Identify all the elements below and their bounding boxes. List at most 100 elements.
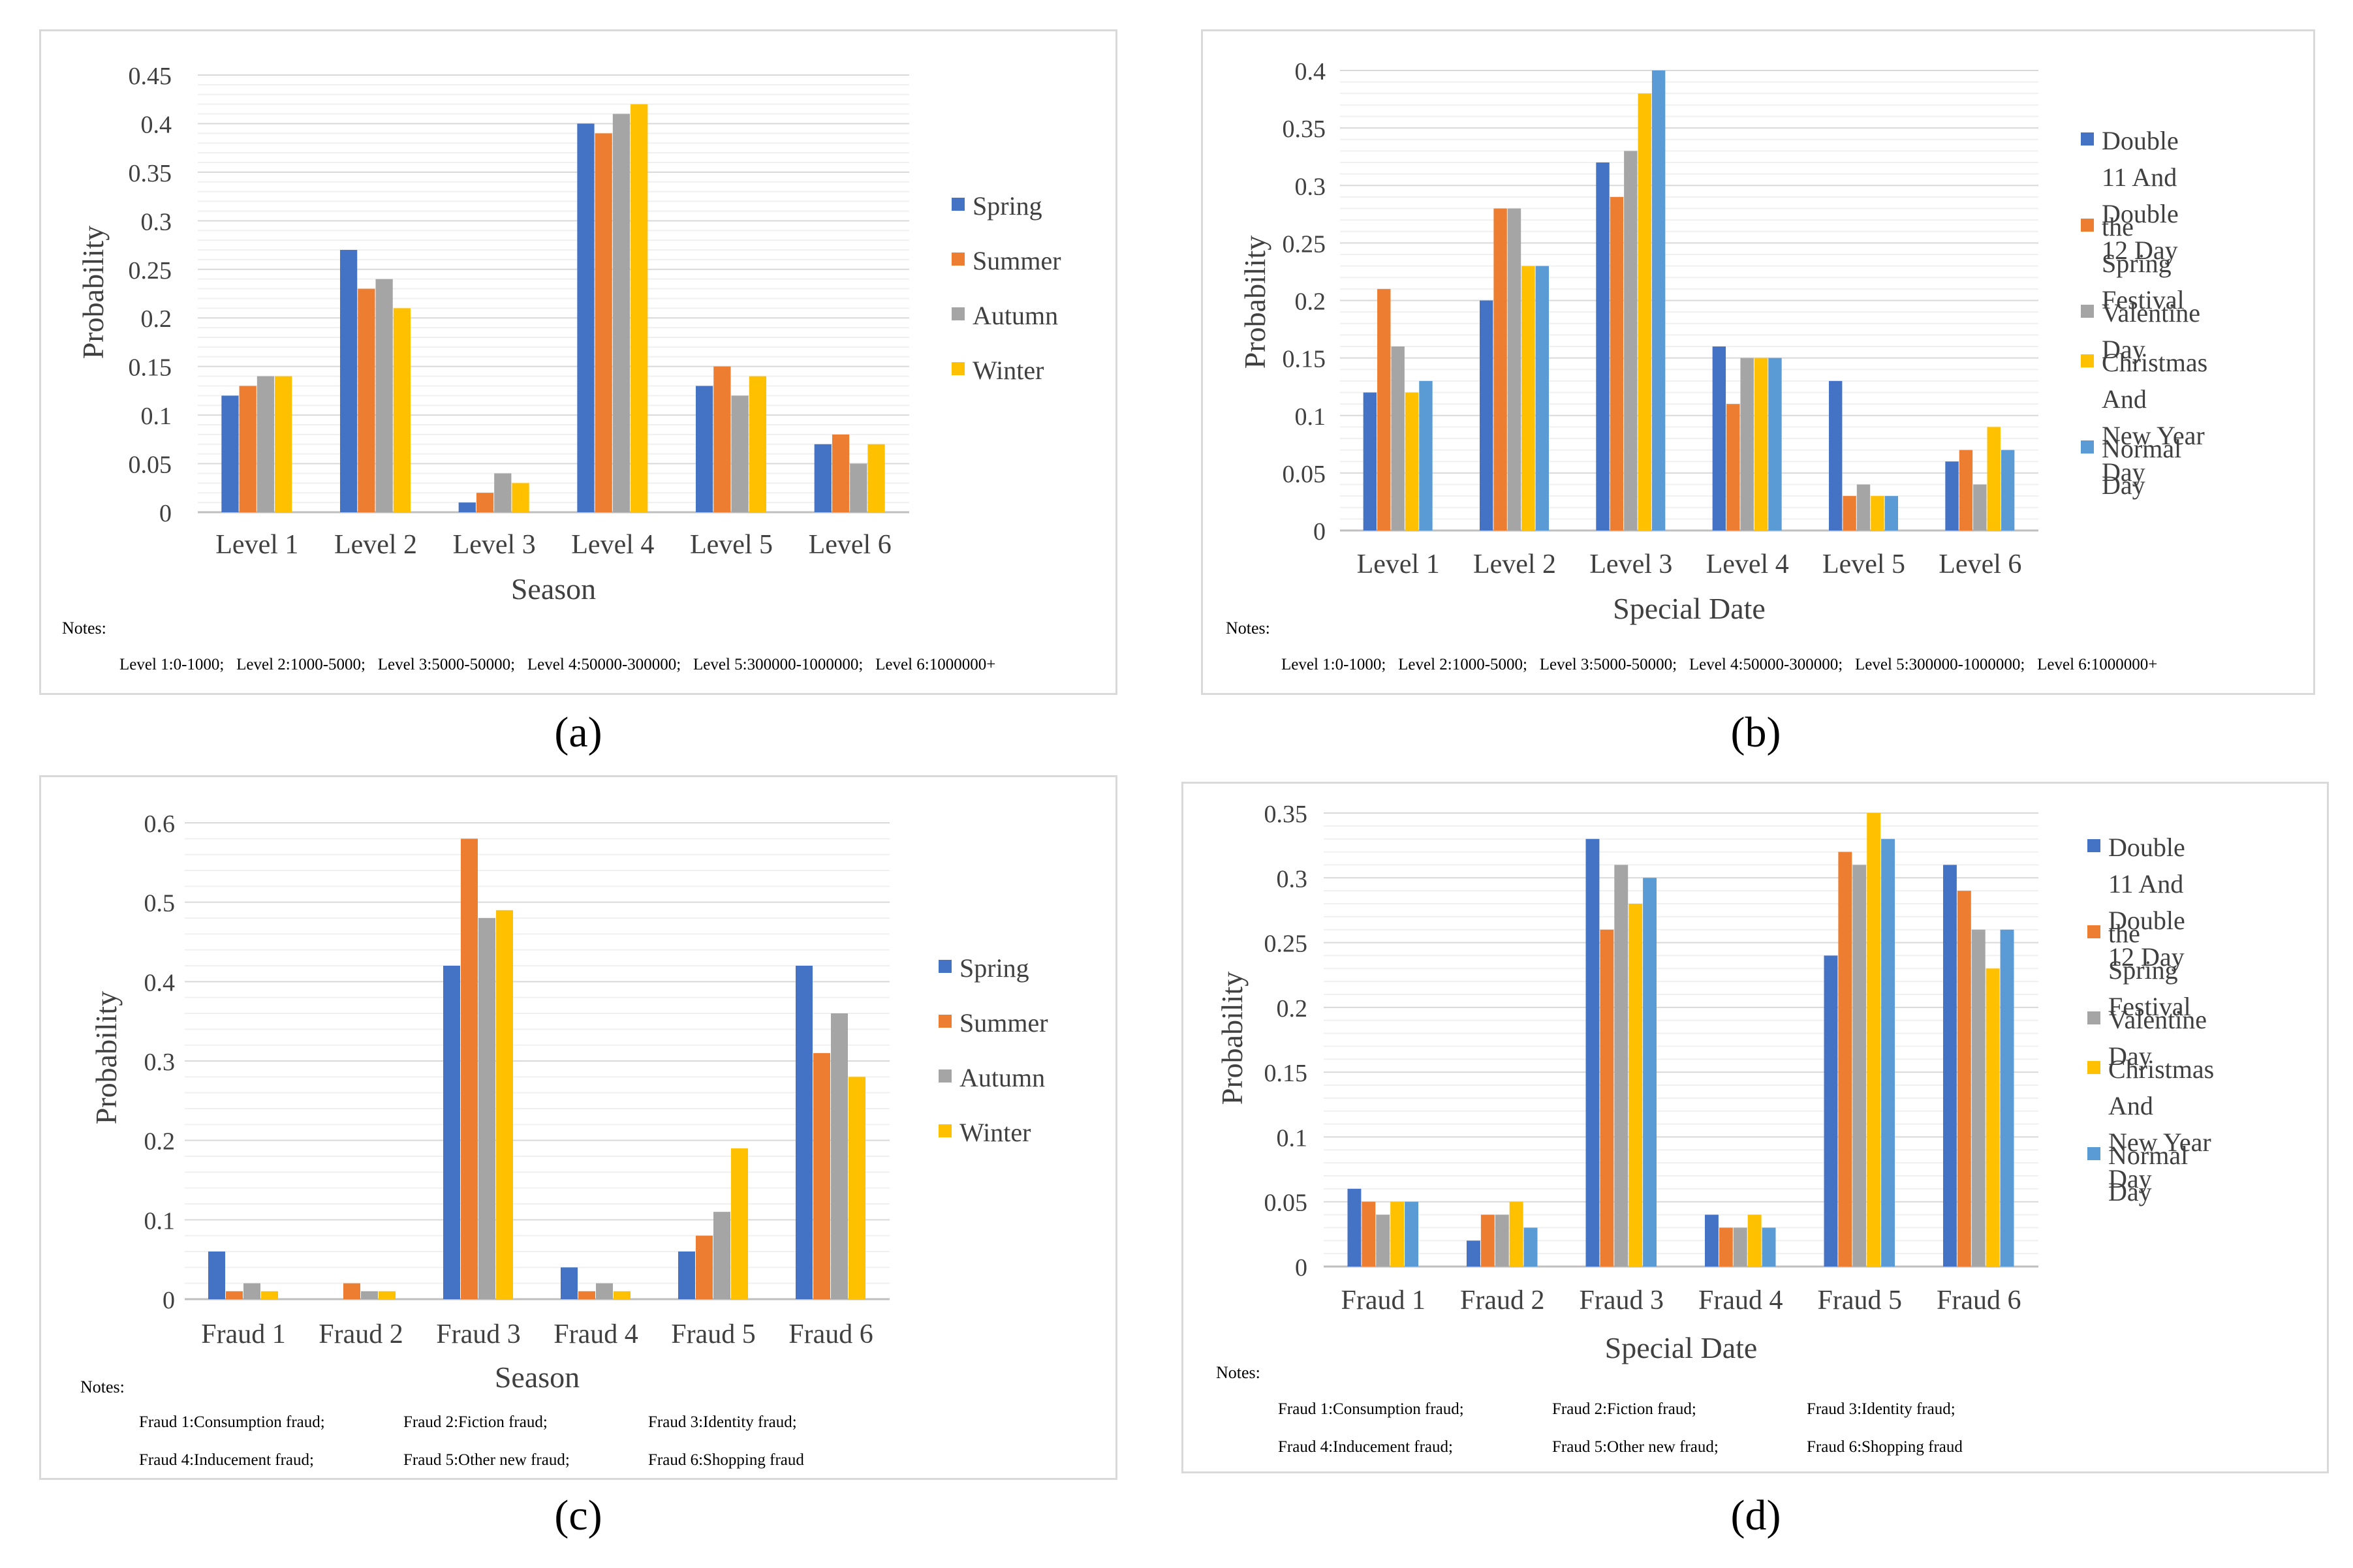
legend-swatch — [2081, 440, 2094, 453]
y-tick-label: 0 — [163, 1287, 175, 1314]
legend-label: Christmas And New Year Day — [2108, 1054, 2215, 1193]
legend-label: Summer — [973, 246, 1061, 275]
bar-b-2-1 — [1480, 300, 1493, 530]
bar-d-2-4 — [1509, 1201, 1523, 1267]
bar-d-5-3 — [1852, 865, 1867, 1267]
bar-c-5-4 — [731, 1148, 748, 1299]
notes-fraud-c-1a: Fraud 1:Consumption fraud; — [139, 1413, 325, 1431]
x-category-label: Level 3 — [1589, 549, 1672, 579]
bar-d-5-1 — [1824, 955, 1838, 1267]
notes-title-d: Notes: — [1216, 1363, 1260, 1382]
bar-b-5-3 — [1856, 484, 1871, 530]
panel-label-a: (a) — [554, 709, 602, 756]
legend-label: Spring — [959, 953, 1029, 983]
y-tick-label: 0.35 — [1283, 115, 1326, 143]
notes-title-c: Notes: — [80, 1377, 125, 1396]
bar-a-5-2 — [713, 366, 731, 512]
x-category-label: Level 2 — [1473, 549, 1556, 579]
notes-fraud-d-1a: Fraud 1:Consumption fraud; — [1278, 1400, 1464, 1418]
legend-item: Summer — [952, 243, 1061, 279]
bar-d-1-3 — [1376, 1214, 1390, 1267]
legend-item: Summer — [939, 1005, 1048, 1041]
bar-a-3-2 — [476, 493, 494, 512]
bar-a-6-3 — [850, 463, 867, 512]
notes-fraud-d-2b: Fraud 5:Other new fraud; — [1552, 1438, 1719, 1456]
y-tick-label: 0 — [159, 500, 172, 527]
bar-d-5-5 — [1881, 838, 1895, 1267]
bar-b-5-5 — [1884, 496, 1898, 530]
x-category-label: Level 3 — [453, 530, 536, 560]
y-axis-title: Probability — [76, 226, 110, 359]
bar-a-1-2 — [239, 386, 257, 512]
y-tick-label: 0.5 — [144, 890, 176, 917]
legend-item: the Spring Festival — [2087, 915, 2191, 1025]
bar-c-5-1 — [678, 1252, 695, 1299]
bar-c-4-2 — [578, 1291, 595, 1299]
y-tick-label: 0.25 — [1264, 930, 1308, 958]
bar-a-5-3 — [731, 395, 749, 512]
bar-a-2-3 — [375, 279, 393, 512]
notes-fraud-c-1c: Fraud 3:Identity fraud; — [648, 1413, 797, 1431]
bar-b-2-2 — [1493, 208, 1507, 530]
legend-label: Winter — [959, 1118, 1031, 1147]
legend-item: Normal Day — [2087, 1137, 2188, 1210]
x-category-label: Fraud 5 — [1818, 1285, 1903, 1315]
legend-item: the Spring Festival — [2081, 209, 2185, 318]
bar-c-1-3 — [243, 1283, 260, 1299]
legend-item: Spring — [952, 188, 1042, 224]
bar-d-4-3 — [1733, 1227, 1747, 1267]
bar-d-2-3 — [1495, 1214, 1509, 1267]
legend-swatch — [2087, 839, 2100, 852]
x-category-label: Level 6 — [809, 530, 892, 560]
bar-c-1-4 — [261, 1291, 278, 1299]
x-category-label: Level 6 — [1939, 549, 2021, 579]
bar-b-5-2 — [1843, 496, 1856, 530]
x-category-label: Level 1 — [215, 530, 298, 560]
bar-d-3-4 — [1628, 904, 1643, 1267]
legend-item: Normal Day — [2081, 431, 2181, 504]
bar-a-4-2 — [595, 133, 612, 513]
x-category-label: Level 5 — [1822, 549, 1905, 579]
bar-a-3-1 — [458, 502, 476, 512]
bar-b-1-3 — [1391, 346, 1405, 530]
panel-label-b: (b) — [1730, 709, 1781, 756]
legend-swatch — [952, 198, 965, 211]
y-tick-label: 0.2 — [141, 305, 172, 333]
x-category-label: Fraud 2 — [319, 1319, 403, 1349]
bar-chart-d: 0 0.05 0.1 0.15 0.2 0.25 0.3 0.35 Fraud 1 Fraud 2… — [1215, 801, 2038, 1364]
legend-swatch — [952, 307, 965, 320]
notes-levels-b: Level 1:0-1000; Level 2:1000-5000; Level… — [1281, 656, 2158, 673]
bar-d-1-4 — [1390, 1201, 1405, 1267]
bar-c-4-1 — [561, 1267, 578, 1299]
x-axis-title: Season — [511, 572, 596, 606]
legend-item: Double 11 And Double 12 Day — [2081, 123, 2179, 269]
y-axis-title: Probability — [1238, 236, 1271, 369]
bar-chart-a: 0 0.05 0.1 0.15 0.2 0.25 0.3 0.35 0.4 0.45 Level 1… — [76, 63, 909, 606]
legend-item: Autumn — [939, 1060, 1045, 1096]
bar-c-3-3 — [478, 918, 495, 1299]
bar-c-4-3 — [596, 1283, 613, 1299]
bar-d-2-1 — [1467, 1240, 1480, 1267]
y-tick-label: 0.3 — [1277, 865, 1308, 893]
panel-label-c: (c) — [554, 1492, 602, 1539]
x-category-label: Fraud 3 — [436, 1319, 521, 1349]
bar-d-3-1 — [1585, 838, 1600, 1267]
bar-b-4-1 — [1712, 346, 1726, 530]
bar-a-3-4 — [512, 483, 529, 512]
legend-swatch — [2087, 1011, 2100, 1024]
bar-a-6-4 — [867, 444, 885, 512]
bar-chart-b: 0 0.05 0.1 0.15 0.2 0.25 0.3 0.35 0.4 Level 1 Leve… — [1238, 58, 2038, 625]
notes-fraud-d-1c: Fraud 3:Identity fraud; — [1807, 1400, 1956, 1418]
bar-b-3-1 — [1596, 162, 1610, 530]
bar-d-1-5 — [1405, 1201, 1418, 1267]
legend-label: Valentine Day — [2102, 298, 2201, 364]
notes-fraud-d-1b: Fraud 2:Fiction fraud; — [1552, 1400, 1696, 1418]
y-tick-label: 0 — [1295, 1254, 1307, 1282]
bar-c-1-2 — [226, 1291, 243, 1299]
y-tick-label: 0.15 — [1283, 346, 1326, 373]
bar-d-6-1 — [1943, 865, 1957, 1267]
bar-b-6-2 — [1959, 450, 1973, 530]
bar-b-4-5 — [1768, 358, 1782, 530]
notes-levels-a: Level 1:0-1000; Level 2:1000-5000; Level… — [119, 656, 996, 673]
bar-b-2-3 — [1507, 208, 1521, 530]
